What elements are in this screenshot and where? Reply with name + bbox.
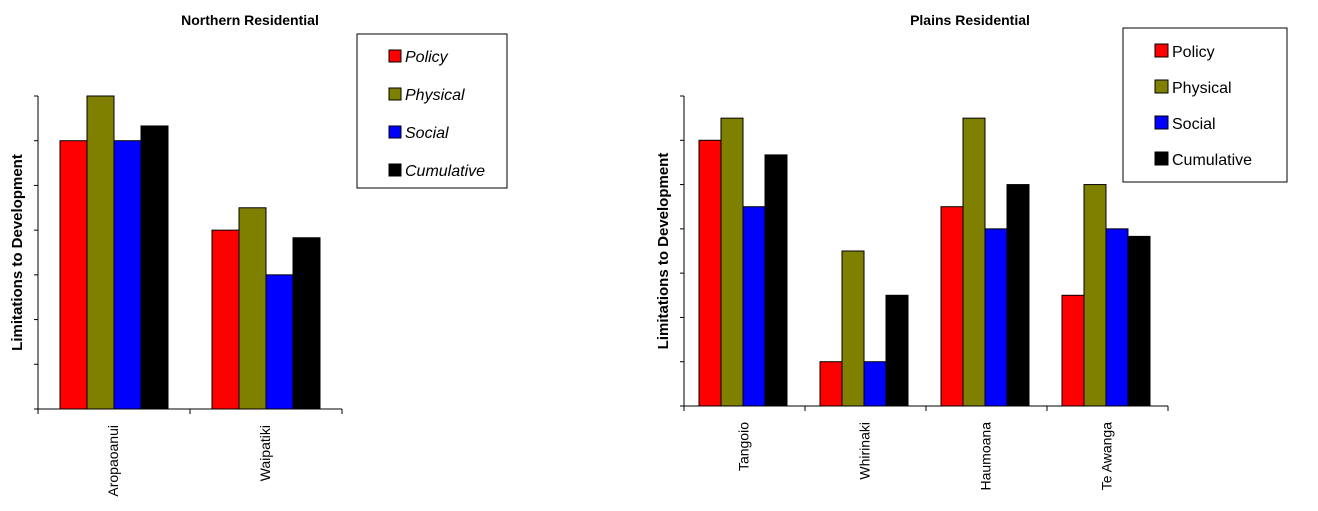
chart-title: Plains Residential xyxy=(910,12,1030,28)
legend-label: Physical xyxy=(405,87,465,104)
bar-cumulative-waipatiki xyxy=(292,237,321,410)
legend-label: Physical xyxy=(1172,80,1232,97)
chart-title: Northern Residential xyxy=(181,12,319,28)
legend-swatch xyxy=(1154,79,1169,94)
legend-swatch xyxy=(388,125,402,139)
legend: Policy Physical Social Cumulative xyxy=(1122,27,1288,183)
bar-policy-whirinaki xyxy=(819,361,843,407)
legend-label: Policy xyxy=(1172,44,1215,61)
x-tick-label: Aropaoanui xyxy=(105,425,121,497)
legend-swatch xyxy=(388,49,402,63)
bar-social-haumoana xyxy=(984,228,1008,407)
bar-cumulative-te-awanga xyxy=(1127,235,1151,407)
bar-physical-aropaoanui xyxy=(86,95,115,410)
bar-physical-haumoana xyxy=(962,117,986,407)
legend-label: Social xyxy=(1172,116,1216,133)
legend-label: Social xyxy=(405,125,449,142)
bar-policy-waipatiki xyxy=(211,229,240,410)
legend-label: Policy xyxy=(405,49,449,66)
chart-2: Plains Residential Limitations to Develop… xyxy=(655,12,1288,491)
legend-swatch xyxy=(1154,151,1169,166)
bar-policy-tangoio xyxy=(698,139,722,407)
legend-swatch xyxy=(1154,43,1169,58)
x-tick-label: Tangoio xyxy=(736,422,752,471)
bar-cumulative-whirinaki xyxy=(885,294,909,407)
x-tick-label: Haumoana xyxy=(978,422,994,491)
bar-social-waipatiki xyxy=(265,274,294,410)
bar-cumulative-aropaoanui xyxy=(140,125,169,410)
legend-label: Cumulative xyxy=(405,163,485,180)
bar-social-aropaoanui xyxy=(113,140,142,410)
bar-physical-tangoio xyxy=(720,117,744,407)
legend-box xyxy=(1122,27,1288,183)
legend-box xyxy=(356,33,508,189)
chart-1: Northern Residential Limitations to Devel… xyxy=(9,12,508,497)
bar-social-tangoio xyxy=(742,206,766,407)
bar-social-whirinaki xyxy=(863,361,887,407)
legend: Policy Physical Social Cumulative xyxy=(356,33,508,189)
y-axis-label: Limitations to Development xyxy=(9,154,26,351)
bar-physical-waipatiki xyxy=(238,207,267,410)
bar-policy-haumoana xyxy=(940,206,964,407)
y-axis-label: Limitations to Development xyxy=(655,153,672,350)
legend-swatch xyxy=(388,87,402,101)
legend-swatch xyxy=(1154,115,1169,130)
bar-cumulative-haumoana xyxy=(1006,184,1030,407)
legend-swatch xyxy=(388,163,402,177)
bar-policy-te-awanga xyxy=(1061,294,1085,407)
bar-cumulative-tangoio xyxy=(764,154,788,407)
bar-policy-aropaoanui xyxy=(59,140,88,410)
x-tick-label: Te Awanga xyxy=(1099,422,1115,490)
bar-social-te-awanga xyxy=(1105,228,1129,407)
x-tick-label: Whirinaki xyxy=(857,422,873,480)
x-tick-label: Waipatiki xyxy=(257,425,273,481)
bar-physical-te-awanga xyxy=(1083,184,1107,407)
bar-physical-whirinaki xyxy=(841,250,865,407)
legend-label: Cumulative xyxy=(1172,152,1252,169)
